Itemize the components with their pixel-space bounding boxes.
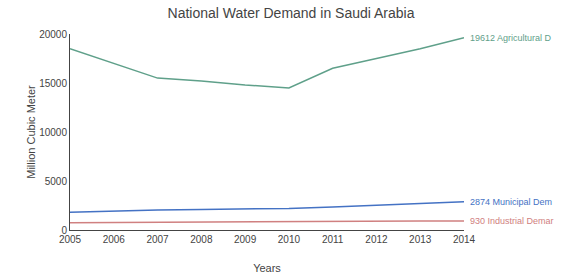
svg-text:5000: 5000	[45, 176, 68, 187]
svg-text:2013: 2013	[409, 234, 432, 245]
svg-text:2008: 2008	[190, 234, 213, 245]
svg-text:2010: 2010	[278, 234, 301, 245]
svg-text:National Water Demand in Saudi: National Water Demand in Saudi Arabia	[168, 5, 415, 21]
svg-text:2011: 2011	[322, 234, 344, 245]
svg-text:Years: Years	[253, 262, 281, 274]
svg-text:2014: 2014	[453, 234, 476, 245]
svg-text:2006: 2006	[103, 234, 126, 245]
svg-text:2007: 2007	[146, 234, 169, 245]
svg-text:2874 Municipal Dem: 2874 Municipal Dem	[470, 197, 552, 207]
svg-text:15000: 15000	[39, 78, 67, 89]
svg-text:19612 Agricultural D: 19612 Agricultural D	[470, 33, 552, 43]
svg-text:Million Cubic Meter: Million Cubic Meter	[25, 85, 37, 179]
svg-text:0: 0	[61, 225, 67, 236]
svg-text:20000: 20000	[39, 29, 67, 40]
svg-text:2005: 2005	[59, 234, 82, 245]
svg-text:2012: 2012	[365, 234, 388, 245]
svg-text:930 Industrial Demar: 930 Industrial Demar	[470, 216, 554, 226]
svg-text:2009: 2009	[234, 234, 257, 245]
svg-text:10000: 10000	[39, 127, 67, 138]
